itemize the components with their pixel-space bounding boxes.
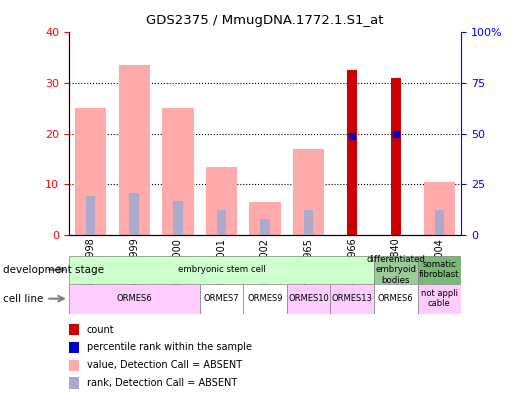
Text: ORMES7: ORMES7 (204, 294, 239, 303)
Text: ORMES9: ORMES9 (248, 294, 282, 303)
Bar (435, 210, 444, 235)
Bar (293, 149, 324, 235)
Text: percentile rank within the sample: percentile rank within the sample (86, 343, 252, 352)
Bar (260, 219, 270, 235)
Bar (304, 210, 313, 235)
FancyBboxPatch shape (374, 284, 418, 314)
Bar (249, 202, 281, 235)
Bar (69, 360, 79, 371)
Text: rank, Detection Call = ABSENT: rank, Detection Call = ABSENT (86, 378, 237, 388)
FancyBboxPatch shape (418, 284, 461, 314)
FancyBboxPatch shape (69, 284, 200, 314)
Text: value, Detection Call = ABSENT: value, Detection Call = ABSENT (86, 360, 242, 370)
Text: somatic
fibroblast: somatic fibroblast (419, 260, 460, 279)
Bar (206, 166, 237, 235)
Text: differentiated
embryoid
bodies: differentiated embryoid bodies (366, 255, 425, 285)
Text: cell line: cell line (3, 294, 43, 304)
Text: GDS2375 / MmugDNA.1772.1.S1_at: GDS2375 / MmugDNA.1772.1.S1_at (146, 14, 384, 27)
FancyBboxPatch shape (200, 284, 243, 314)
Bar (69, 377, 79, 389)
Bar (119, 65, 150, 235)
Bar (217, 210, 226, 235)
Text: embryonic stem cell: embryonic stem cell (178, 265, 266, 274)
Bar (69, 342, 79, 353)
Text: ORMES6: ORMES6 (117, 294, 152, 303)
Text: ORMES13: ORMES13 (332, 294, 373, 303)
Bar (86, 196, 95, 235)
Text: count: count (86, 325, 114, 335)
Bar (423, 182, 455, 235)
Text: not appli
cable: not appli cable (421, 289, 458, 308)
Text: ORMES6: ORMES6 (378, 294, 413, 303)
Text: ORMES10: ORMES10 (288, 294, 329, 303)
Bar (347, 70, 357, 235)
Text: development stage: development stage (3, 265, 104, 275)
Bar (391, 78, 401, 235)
FancyBboxPatch shape (418, 256, 461, 284)
FancyBboxPatch shape (330, 284, 374, 314)
FancyBboxPatch shape (287, 284, 330, 314)
FancyBboxPatch shape (374, 256, 418, 284)
FancyBboxPatch shape (69, 256, 374, 284)
Bar (129, 194, 139, 235)
FancyBboxPatch shape (243, 284, 287, 314)
Bar (173, 202, 183, 235)
Bar (162, 108, 193, 235)
Bar (69, 324, 79, 335)
Bar (75, 108, 107, 235)
